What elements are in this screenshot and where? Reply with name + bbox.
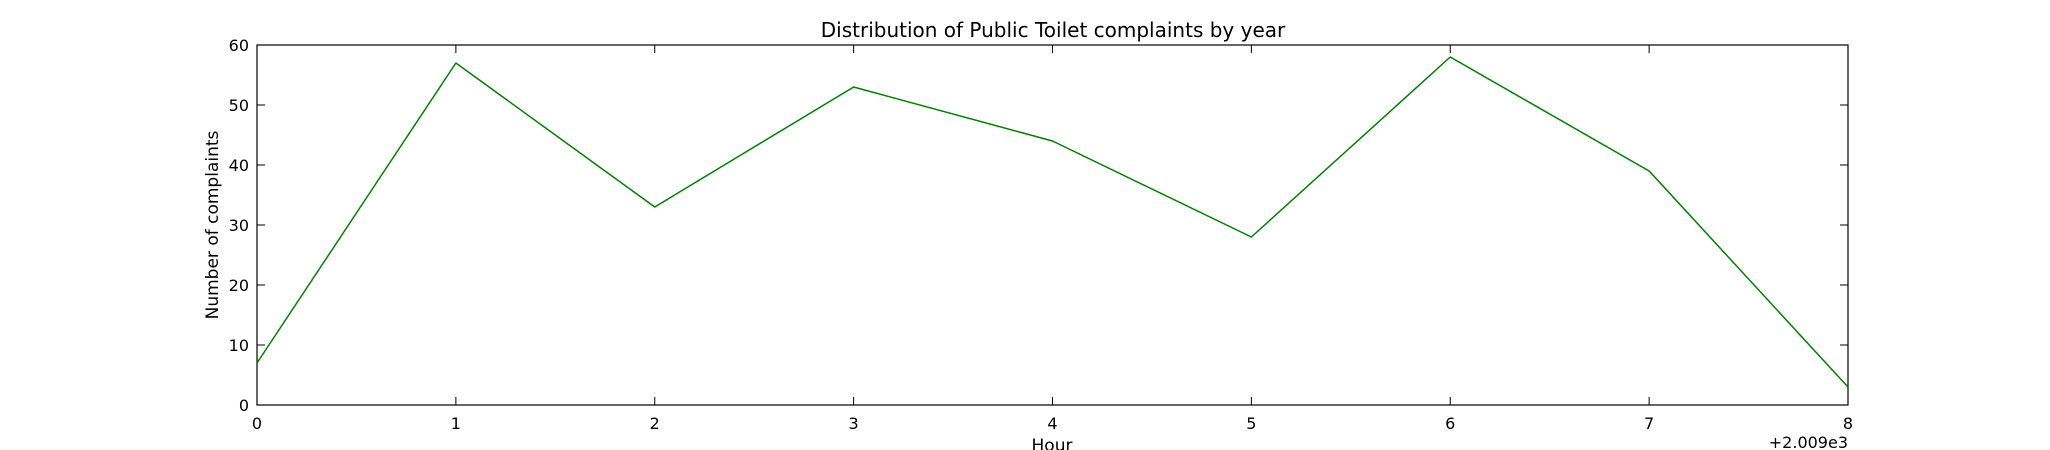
y-tick-label: 20 bbox=[229, 276, 249, 295]
data-point bbox=[255, 361, 259, 365]
x-tick-label: 1 bbox=[451, 414, 461, 433]
x-axis-label: Hour bbox=[1032, 436, 1073, 450]
x-tick-label: 6 bbox=[1445, 414, 1455, 433]
data-point bbox=[1647, 169, 1651, 173]
data-point bbox=[454, 61, 458, 65]
x-axis-ticks: 0 1 2 3 4 5 6 7 8 bbox=[252, 45, 1853, 433]
data-point bbox=[1249, 235, 1253, 239]
x-tick-label: 7 bbox=[1644, 414, 1654, 433]
y-tick-label: 10 bbox=[229, 336, 249, 355]
x-tick-label: 8 bbox=[1843, 414, 1853, 433]
data-point bbox=[1448, 55, 1452, 59]
data-point bbox=[653, 205, 657, 209]
y-axis-ticks: 0 10 20 30 40 50 60 bbox=[229, 36, 1848, 415]
chart-title: Distribution of Public Toilet complaints… bbox=[821, 18, 1286, 42]
data-point bbox=[852, 85, 856, 89]
x-axis-offset-label: +2.009e3 bbox=[1769, 433, 1848, 450]
series-layer bbox=[255, 55, 1850, 389]
x-tick-label: 3 bbox=[849, 414, 859, 433]
x-tick-label: 0 bbox=[252, 414, 262, 433]
data-point bbox=[1846, 385, 1850, 389]
x-tick-label: 5 bbox=[1246, 414, 1256, 433]
y-tick-label: 0 bbox=[239, 396, 249, 415]
y-tick-label: 60 bbox=[229, 36, 249, 55]
y-axis-label: Number of complaints bbox=[203, 130, 223, 319]
plot-frame bbox=[256, 44, 1849, 406]
data-point bbox=[1051, 139, 1055, 143]
series-line-0 bbox=[256, 56, 1849, 388]
y-tick-label: 50 bbox=[229, 96, 249, 115]
x-tick-label: 2 bbox=[650, 414, 660, 433]
y-tick-label: 30 bbox=[229, 216, 249, 235]
y-tick-label: 40 bbox=[229, 156, 249, 175]
x-tick-label: 4 bbox=[1047, 414, 1057, 433]
